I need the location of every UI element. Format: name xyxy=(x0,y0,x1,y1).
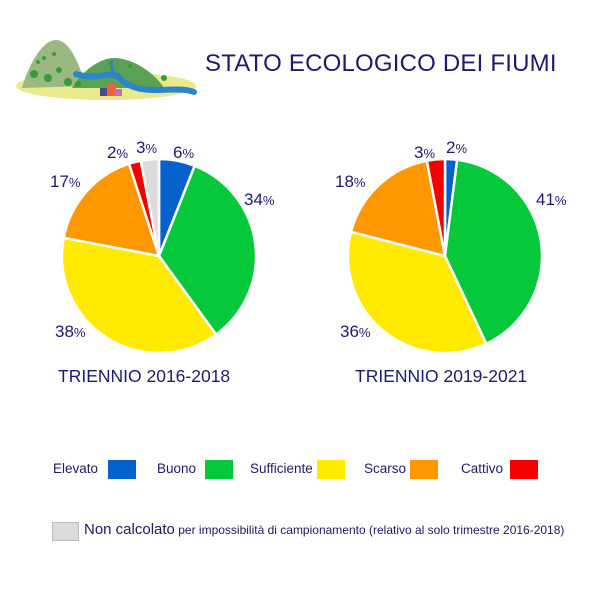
chart-caption-2019-2021: TRIENNIO 2019-2021 xyxy=(355,366,528,386)
legend-label-sufficiente: Sufficiente xyxy=(250,461,313,476)
slice-label-sufficiente: 38% xyxy=(55,322,86,341)
legend-swatch-non-calcolato xyxy=(52,522,79,541)
legend-label-elevato: Elevato xyxy=(53,461,99,476)
pie-slice-scarso xyxy=(62,162,161,258)
legend-label-buono: Buono xyxy=(157,461,197,476)
legend-swatch-buono xyxy=(205,460,233,479)
pie-slice-scarso xyxy=(349,159,447,258)
pie-slice-sufficiente xyxy=(60,236,218,355)
legend-note-detail: per impossibilità di campionamento (rela… xyxy=(174,523,565,537)
legend-note: Non calcolato per impossibilità di campi… xyxy=(84,521,564,538)
pie-slice-non-calcolato xyxy=(139,157,161,258)
pie-chart-2016-2018 xyxy=(60,157,258,355)
legend-swatch-sufficiente xyxy=(317,460,345,479)
pie-slice-cattivo xyxy=(425,157,447,258)
slice-label-elevato: 6% xyxy=(173,143,195,162)
legend-swatch-elevato xyxy=(108,460,136,479)
legend-label-cattivo: Cattivo xyxy=(461,461,504,476)
slice-label-sufficiente: 36% xyxy=(340,322,371,341)
legend-swatch-scarso xyxy=(410,460,438,479)
river-landscape-icon xyxy=(14,36,199,102)
slice-label-elevato: 2% xyxy=(446,138,468,157)
page-title: STATO ECOLOGICO DEI FIUMI xyxy=(205,50,557,77)
legend-label-non-calcolato: Non calcolato xyxy=(84,521,175,538)
legend-swatch-cattivo xyxy=(510,460,538,479)
pie-slice-buono xyxy=(443,158,544,346)
pie-slice-buono xyxy=(157,164,258,336)
slice-label-non-calcolato: 3% xyxy=(136,138,158,157)
slice-label-cattivo: 3% xyxy=(414,143,436,162)
slice-label-cattivo: 2% xyxy=(107,143,129,162)
slice-label-scarso: 18% xyxy=(335,172,366,191)
pie-slice-sufficiente xyxy=(346,230,488,355)
slice-label-scarso: 17% xyxy=(50,172,81,191)
legend-label-scarso: Scarso xyxy=(364,461,407,476)
slice-label-buono: 41% xyxy=(536,190,567,209)
slice-label-buono: 34% xyxy=(244,190,275,209)
pie-chart-2019-2021 xyxy=(346,157,544,355)
chart-caption-2016-2018: TRIENNIO 2016-2018 xyxy=(58,366,231,386)
